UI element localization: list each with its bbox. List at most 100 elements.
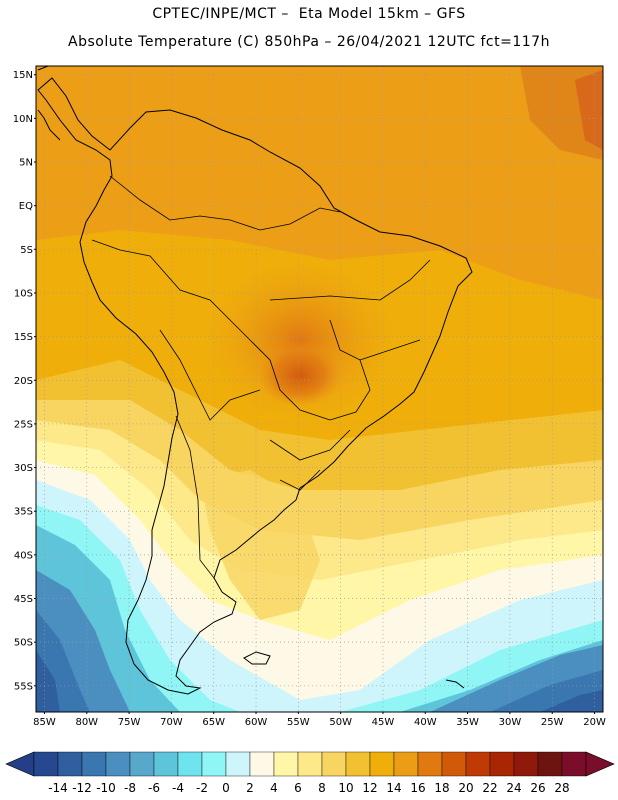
- colorbar-swatch: [225, 751, 251, 777]
- colorbar-label: 2: [246, 781, 254, 795]
- lon-tick-label: 20W: [583, 717, 606, 728]
- border-chile-argentina: [175, 415, 215, 579]
- colorbar-swatch: [273, 751, 299, 777]
- colorbar-label: 16: [410, 781, 425, 795]
- lon-tick-label: 25W: [541, 717, 564, 728]
- colorbar-swatch: [33, 751, 59, 777]
- colorbar-swatch: [513, 751, 539, 777]
- colorbar-label: 20: [458, 781, 473, 795]
- colorbar-swatch: [489, 751, 515, 777]
- lat-tick-label: 15S: [14, 332, 33, 343]
- cold-band-se-3: [540, 690, 603, 712]
- border-argentina-brazil: [269, 429, 351, 461]
- colorbar: -14 -12 -10 -8 -6 -4 -2 0 2 4 6 8 10 12 14 16 18 20 22 24 26…: [5, 751, 615, 795]
- falklands: [243, 651, 271, 665]
- border-uruguay: [279, 469, 321, 491]
- lon-tick-label: 70W: [160, 717, 183, 728]
- colorbar-label: 18: [434, 781, 449, 795]
- lon-tick-label: 50W: [329, 717, 352, 728]
- latitude-labels: 15N 10N 5N EQ 5S 10S 15S 20S 25S 30S 35S 40S 45S 50S 5…: [13, 70, 36, 692]
- lat-tick-label: 50S: [14, 638, 33, 649]
- colorbar-label: -6: [148, 781, 160, 795]
- colorbar-label: 0: [222, 781, 230, 795]
- lat-tick-label: 15N: [13, 70, 33, 81]
- colorbar-swatch: [465, 751, 491, 777]
- lon-tick-label: 65W: [202, 717, 225, 728]
- colorbar-label: 24: [506, 781, 521, 795]
- colorbar-under-arrow: [5, 751, 35, 777]
- longitude-labels: 85W 80W 75W 70W 65W 60W 55W 50W 45W 40W 35W 30W 25W 2…: [33, 712, 606, 728]
- cold-band-5: [36, 650, 60, 712]
- colorbar-swatch: [153, 751, 179, 777]
- colorbar-label: 26: [530, 781, 545, 795]
- lat-tick-label: 30S: [14, 463, 33, 474]
- colorbar-swatch: [297, 751, 323, 777]
- colorbar-label: 14: [386, 781, 401, 795]
- colorbar-label: 22: [482, 781, 497, 795]
- map-frame: [35, 65, 604, 713]
- colorbar-label: 8: [318, 781, 326, 795]
- lon-tick-label: 80W: [75, 717, 98, 728]
- colorbar-swatch: [369, 751, 395, 777]
- temperature-field: [36, 66, 603, 712]
- lat-lon-grid: [36, 66, 603, 712]
- lon-tick-label: 60W: [245, 717, 268, 728]
- colorbar-label: -4: [172, 781, 184, 795]
- colorbar-label: 28: [554, 781, 569, 795]
- colorbar-label: -8: [124, 781, 136, 795]
- lon-tick-label: 35W: [456, 717, 479, 728]
- hot-core: [258, 343, 342, 407]
- colorbar-swatch: [129, 751, 155, 777]
- lat-tick-label: 55S: [14, 681, 33, 692]
- colorbar-swatch: [321, 751, 347, 777]
- colorbar-label: 4: [270, 781, 278, 795]
- lat-tick-label: 25S: [14, 419, 33, 430]
- colorbar-label: -12: [72, 781, 92, 795]
- lat-tick-label: 5S: [20, 245, 33, 256]
- lon-tick-label: 30W: [499, 717, 522, 728]
- warm-ne-core: [575, 70, 603, 150]
- colorbar-label: -2: [196, 781, 208, 795]
- colorbar-swatch: [177, 751, 203, 777]
- country-borders: [91, 175, 431, 579]
- south-america-coastline: [37, 77, 473, 695]
- south-georgia: [445, 679, 465, 689]
- colorbar-swatch: [81, 751, 107, 777]
- lon-tick-label: 45W: [372, 717, 395, 728]
- warm-tongue: [200, 470, 320, 620]
- colorbar-label: -10: [96, 781, 116, 795]
- lon-tick-label: 55W: [287, 717, 310, 728]
- colorbar-swatch: [417, 751, 443, 777]
- map-title-line-1: CPTEC/INPE/MCT – Eta Model 15km – GFS: [152, 6, 466, 22]
- colorbar-label: 6: [294, 781, 302, 795]
- colorbar-swatch: [105, 751, 131, 777]
- lat-tick-label: 20S: [14, 376, 33, 387]
- colorbar-swatch: [537, 751, 563, 777]
- colorbar-label: 10: [338, 781, 353, 795]
- lat-tick-label: 10S: [14, 288, 33, 299]
- colorbar-swatch: [249, 751, 275, 777]
- border-brazil-west: [91, 239, 371, 421]
- map-title-line-2: Absolute Temperature (C) 850hPa – 26/04/…: [68, 34, 550, 50]
- colorbar-label: 12: [362, 781, 377, 795]
- colorbar-swatch: [441, 751, 467, 777]
- central-america-coastline: [37, 66, 61, 141]
- border-bolivia: [159, 329, 261, 421]
- lon-tick-label: 75W: [118, 717, 141, 728]
- lat-tick-label: 35S: [14, 507, 33, 518]
- lon-tick-label: 85W: [33, 717, 56, 728]
- cool-band-2: [36, 480, 603, 712]
- lon-tick-label: 40W: [414, 717, 437, 728]
- colorbar-swatch: [345, 751, 371, 777]
- lat-tick-label: 40S: [14, 550, 33, 561]
- border-north: [109, 175, 341, 231]
- warm-band: [36, 66, 603, 300]
- colorbar-swatch: [393, 751, 419, 777]
- lat-tick-label: EQ: [19, 201, 33, 212]
- colorbar-swatch: [561, 751, 587, 777]
- colorbar-swatch: [201, 751, 227, 777]
- colorbar-over-arrow: [585, 751, 615, 777]
- lat-tick-label: 10N: [13, 114, 33, 125]
- border-brazil-states-2: [329, 319, 421, 361]
